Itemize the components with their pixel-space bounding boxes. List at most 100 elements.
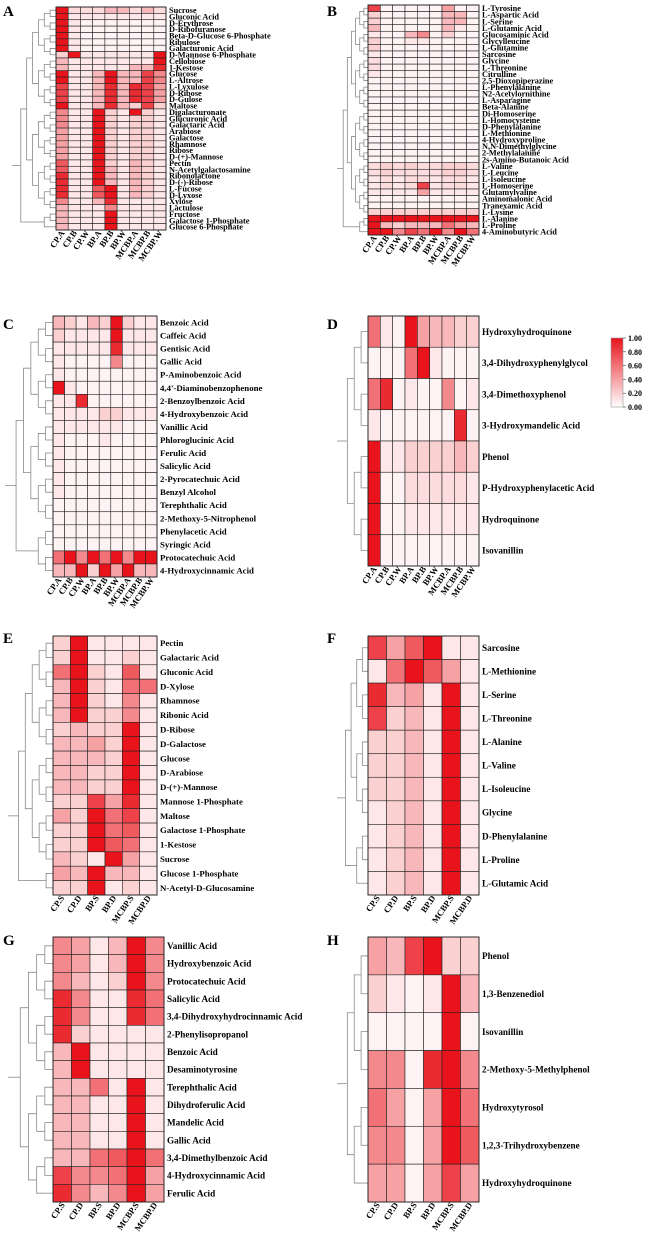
heatmap-cell: [108, 1042, 128, 1061]
heatmap-cell: [80, 191, 93, 199]
heatmap-cell: [392, 149, 406, 157]
heatmap-cell: [386, 824, 406, 849]
heatmap-cell: [55, 115, 69, 122]
heatmap-cell: [441, 70, 455, 78]
heatmap-cell: [423, 800, 443, 825]
heatmap-cell: [104, 736, 123, 752]
heatmap-cell: [380, 175, 393, 183]
heatmap-cell: [141, 134, 155, 142]
heatmap-cell: [80, 159, 93, 167]
heatmap-cell: [70, 865, 88, 881]
row-label-d-galactose: D-Galactose: [160, 739, 206, 749]
heatmap-cell: [367, 635, 387, 660]
heatmap-cell: [367, 1163, 387, 1203]
heatmap-cell: [67, 19, 81, 27]
heatmap-cell: [52, 1025, 72, 1044]
heatmap-cell: [55, 134, 69, 142]
heatmap-cell: [153, 134, 167, 142]
heatmap-cell: [441, 776, 461, 802]
heatmap-cell: [404, 1012, 424, 1051]
heatmap-cell: [64, 550, 77, 565]
heatmap-cell: [380, 57, 393, 65]
heatmap-cell: [466, 221, 480, 229]
heatmap-cell: [145, 498, 158, 513]
heatmap-cell: [145, 380, 158, 395]
row-label-n-acetylgalactosamine: N-Acetylgalactosamine: [169, 165, 251, 174]
row-label-l-methionine: L-Methionine: [482, 666, 536, 676]
heatmap-cell: [454, 122, 467, 131]
heatmap-cell: [122, 822, 140, 838]
heatmap-cell: [98, 537, 112, 552]
dendrogram-branch: [44, 945, 53, 964]
heatmap-cell: [64, 315, 77, 330]
heatmap-cell: [116, 191, 130, 199]
heatmap-cell: [55, 121, 69, 129]
heatmap-cell: [141, 178, 155, 186]
heatmap-cell: [55, 51, 69, 59]
heatmap-cell: [55, 146, 69, 154]
heatmap-cell: [129, 191, 142, 199]
heatmap-cell: [404, 195, 418, 203]
row-label-l-proline: L-Proline: [482, 221, 516, 230]
heatmap-cell: [110, 433, 123, 447]
heatmap-cell: [104, 146, 118, 154]
heatmap-cell: [367, 129, 381, 137]
dendrogram-branch: [38, 707, 47, 738]
heatmap-cell: [367, 378, 381, 411]
heatmap-cell: [133, 563, 146, 578]
heatmap-cell: [129, 197, 142, 205]
row-label-rhamnose: Rhamnose: [160, 696, 200, 706]
heatmap-cell: [92, 185, 106, 193]
heatmap-cell: [367, 109, 381, 118]
heatmap-cell: [129, 115, 142, 122]
heatmap-cell: [126, 936, 146, 955]
heatmap-cell: [133, 393, 146, 408]
heatmap-cell: [367, 24, 381, 32]
heatmap-cell: [145, 472, 158, 486]
column-label-cp-d: CP.D: [381, 893, 400, 914]
heatmap-cell: [141, 197, 155, 205]
heatmap-cell: [122, 341, 135, 356]
row-label-glucose-6-phosphate: Glucose 6-Phosphate: [169, 223, 243, 232]
heatmap-frame: [52, 936, 165, 1203]
dendrogram-branch: [360, 1106, 368, 1146]
column-label-bp-s: BP.S: [83, 893, 101, 913]
heatmap-cell: [133, 446, 146, 460]
heatmap-cell: [52, 315, 65, 330]
heatmap-cell: [98, 354, 112, 369]
heatmap-cell: [116, 216, 130, 224]
heatmap-cell: [367, 149, 381, 157]
heatmap-cell: [441, 440, 455, 473]
heatmap-cell: [367, 409, 381, 442]
row-label-ribulose: Ribulose: [169, 38, 200, 47]
row-label-d-ribose: D-Ribose: [160, 725, 195, 735]
dendrogram-branch: [356, 753, 363, 802]
heatmap-cell: [52, 550, 65, 565]
dendrogram-branch: [37, 485, 46, 513]
heatmap-cell: [392, 188, 406, 196]
heatmap-cell: [141, 191, 155, 199]
heatmap-cell: [429, 142, 443, 150]
heatmap-cell: [71, 1042, 91, 1061]
heatmap-cell: [104, 121, 118, 129]
heatmap-cell: [153, 95, 167, 103]
heatmap-cell: [116, 19, 130, 27]
heatmap-cell: [133, 420, 146, 434]
heatmap-cell: [367, 37, 381, 45]
dendrogram-branch: [38, 822, 47, 853]
heatmap-cell: [392, 440, 406, 473]
heatmap-cell: [80, 127, 93, 135]
heatmap-cell: [80, 146, 93, 154]
heatmap-cell: [417, 37, 430, 45]
heatmap-cell: [92, 70, 106, 78]
dendrogram-branch: [363, 73, 368, 81]
heatmap-cell: [367, 70, 381, 78]
dendrogram-branch: [363, 191, 368, 200]
heatmap-cell: [404, 871, 424, 896]
heatmap-cell: [87, 822, 106, 838]
heatmap-cell: [466, 30, 480, 39]
row-label-d-phenylalanine: D-Phenylalanine: [482, 831, 547, 841]
heatmap-cell: [70, 851, 88, 867]
row-label-2-methoxy-5-nitrophenol: 2-Methoxy-5-Nitrophenol: [160, 513, 257, 523]
